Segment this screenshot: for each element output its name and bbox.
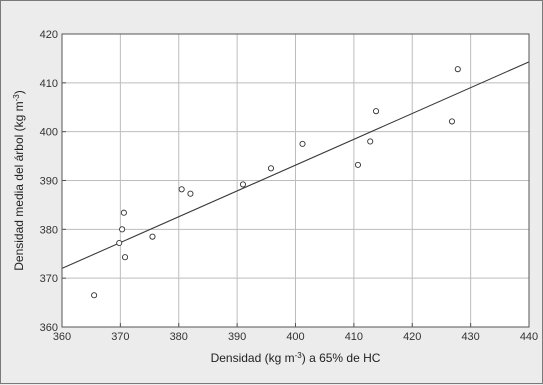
y-axis-label-text: Densidad media del árbol (kg m (12, 101, 26, 270)
y-tick-label: 420 (40, 29, 58, 41)
axis-ticks (61, 33, 530, 328)
data-point (354, 161, 362, 168)
data-point (267, 165, 275, 172)
x-tick-label: 380 (170, 331, 188, 343)
data-point (367, 138, 374, 145)
y-axis-label-unit-suffix: ) (12, 90, 26, 94)
y-tick-label: 380 (40, 224, 58, 236)
y-tick-label: 400 (40, 127, 58, 139)
y-tick-label: 360 (40, 322, 58, 334)
regression-line-group (61, 61, 530, 269)
data-point (178, 186, 185, 193)
x-axis-label-text: Densidad (kg m (211, 351, 295, 365)
x-tick-label: 390 (228, 331, 246, 343)
data-point (119, 226, 126, 233)
data-point (149, 233, 156, 240)
data-point (121, 254, 129, 261)
data-point (454, 66, 461, 73)
regression-line (61, 61, 530, 269)
x-tick-label: 360 (53, 331, 71, 343)
data-points (91, 66, 461, 299)
y-tick-label: 410 (40, 78, 58, 90)
y-tick-labels: 360 370 380 390 400 410 420 (40, 29, 58, 334)
data-point (373, 108, 380, 115)
x-axis-label: Densidad (kg m-3) a 65% de HC (211, 351, 381, 365)
data-point (116, 239, 123, 247)
data-point (91, 292, 98, 299)
x-tick-label: 370 (111, 331, 129, 343)
x-axis-label-superscript: -3 (295, 351, 303, 360)
x-tick-label: 410 (345, 331, 363, 343)
y-tick-label: 370 (40, 273, 58, 285)
data-point (448, 118, 455, 125)
data-point (187, 190, 194, 197)
x-tick-labels: 360 370 380 390 400 410 420 430 440 (53, 331, 538, 343)
y-tick-label: 390 (40, 176, 58, 188)
gridlines (62, 34, 529, 327)
data-point (239, 181, 247, 188)
x-axis-label-unit-suffix: ) a 65% de HC (302, 351, 381, 365)
x-tick-label: 420 (403, 331, 421, 343)
y-axis-label-superscript: -3 (12, 94, 21, 102)
y-axis-label: Densidad media del árbol (kg m-3) (12, 90, 26, 271)
x-tick-label: 430 (461, 331, 479, 343)
x-tick-label: 440 (520, 331, 538, 343)
data-point (120, 209, 127, 216)
data-point (299, 140, 306, 147)
x-tick-label: 400 (286, 331, 304, 343)
